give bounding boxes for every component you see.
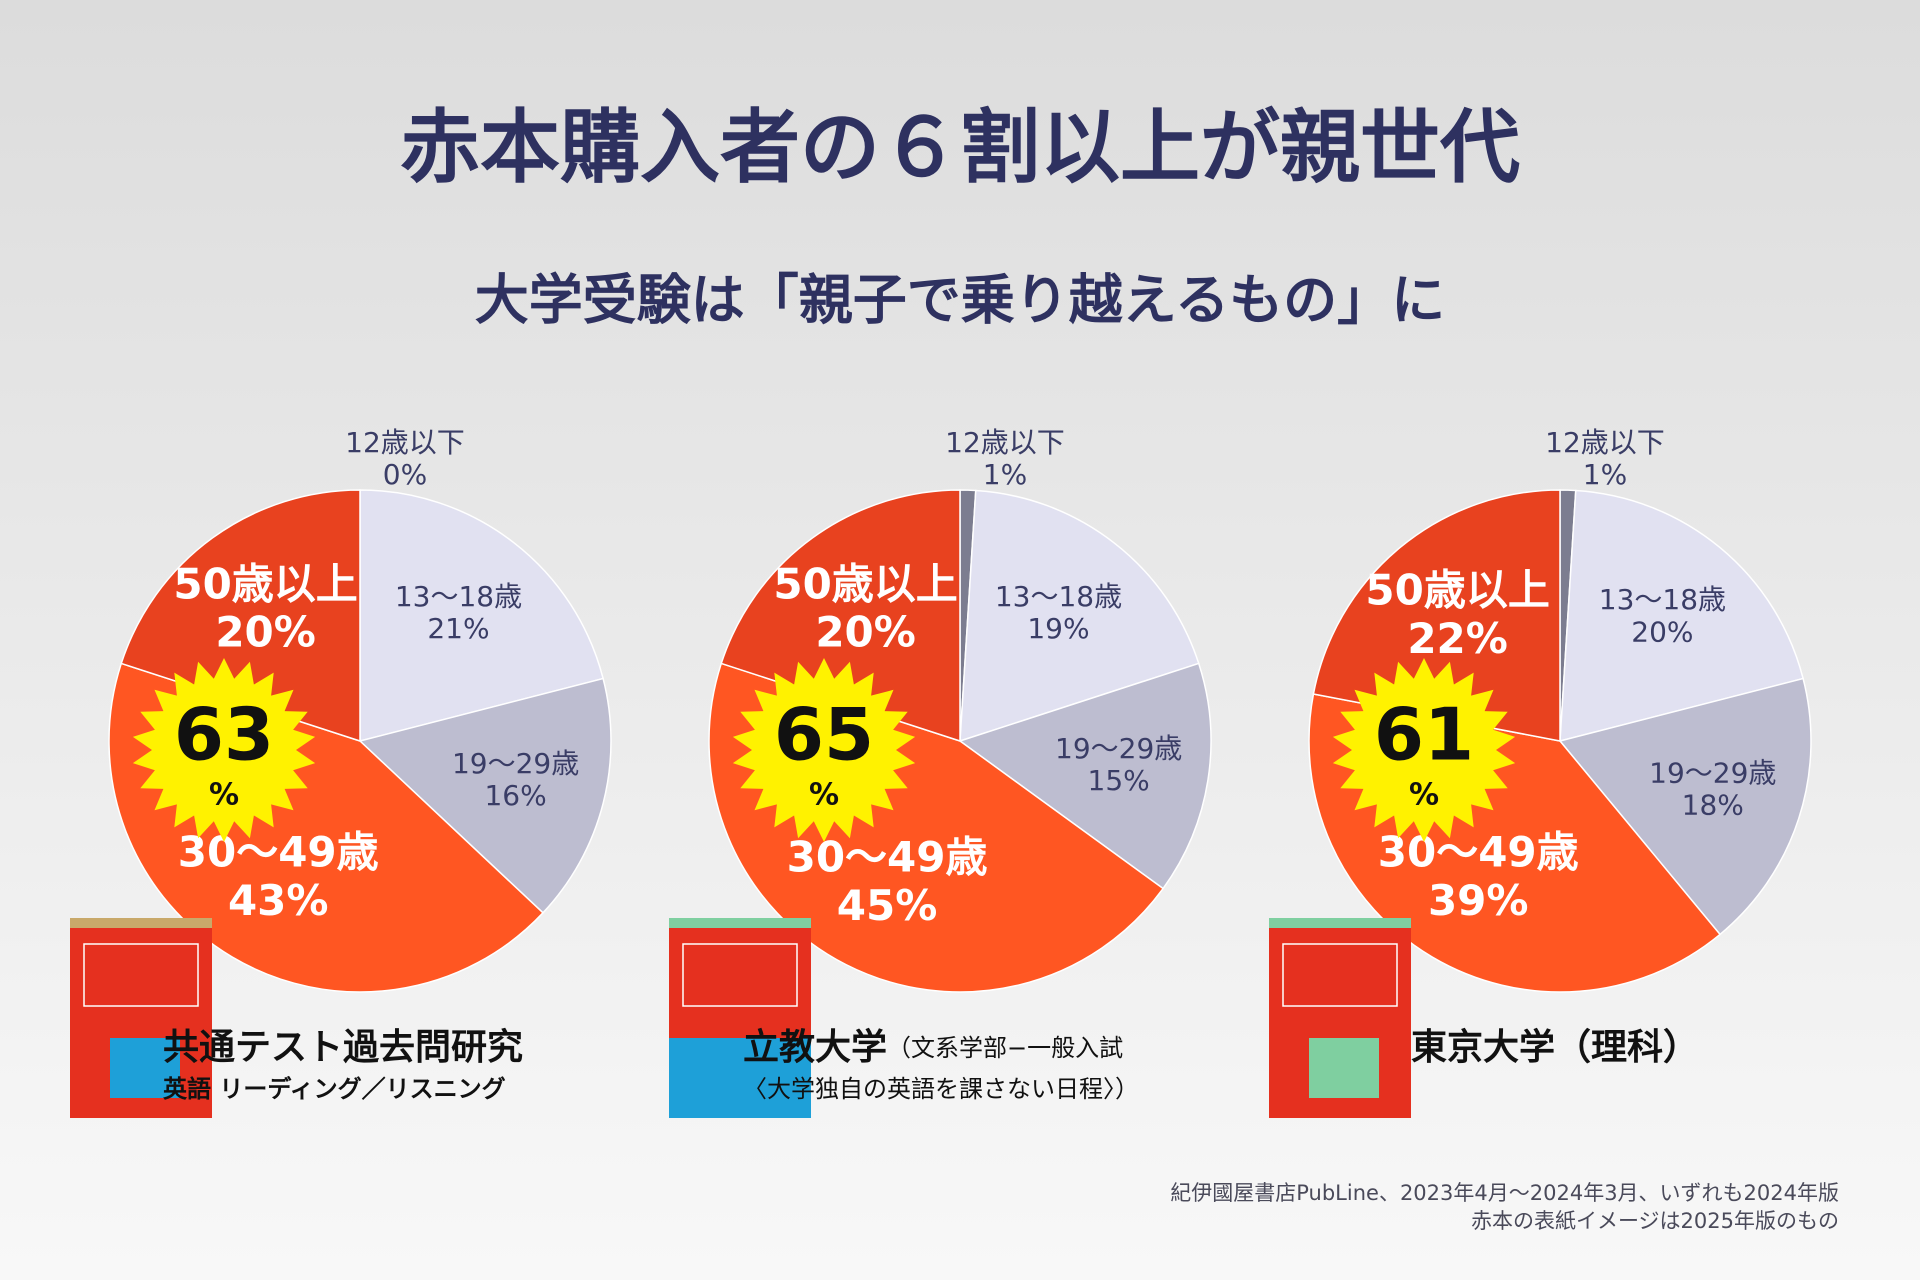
book-cover-band [669,918,811,928]
pie-slice [1559,489,1805,742]
book-caption: 東京大学（理科） [1411,1026,1699,1068]
book-cover-band [1269,918,1411,928]
slice-category-label: 13〜18歳 [1599,583,1726,616]
book-caption: 英語 リーディング／リスニング [163,1075,506,1103]
slice-category-label: 19〜29歳 [1055,732,1182,765]
starburst-badge [732,658,916,842]
pie-slice [959,489,1200,743]
slice-value-label: 1% [983,458,1027,491]
subtitle: 大学受験は「親子で乗り越えるもの」に [475,269,1445,332]
book-caption-text: 共通テスト過去問研究 [163,1027,523,1068]
book-caption: 共通テスト過去問研究 [163,1027,523,1068]
book-cover-block [1309,1038,1379,1098]
badge-value: 63 [174,693,274,777]
book-cover-panel [1282,943,1398,1007]
badge-unit: % [809,778,839,813]
slice-category-label: 50歳以上 [1365,566,1549,615]
book-caption-text: 東京大学（理科） [1411,1026,1699,1068]
pie-slice [359,489,605,742]
slice-category-label: 12歳以下 [945,426,1065,459]
book-caption-text: 英語 リーディング／リスニング [163,1075,506,1103]
slice-value-label: 45% [837,881,938,930]
slice-category-label: 19〜29歳 [452,747,579,780]
slice-category-label: 12歳以下 [1545,426,1665,459]
pie-slice [958,662,1212,890]
slice-value-label: 20% [215,608,316,657]
slice-value-label: 0% [383,458,427,491]
book-caption: 立教大学（文系学部−一般入試 [743,1026,1123,1068]
book-caption-text: （文系学部−一般入試 [887,1034,1123,1062]
pie-slice [358,677,612,914]
book-cover-panel [682,943,798,1007]
source-note: 紀伊國屋書店PubLine、2023年4月〜2024年3月、いずれも2024年版 [1170,1181,1839,1205]
slice-category-label: 19〜29歳 [1649,757,1776,790]
slice-value-label: 43% [228,876,329,925]
book-cover-band [70,918,212,928]
book-caption-text: 〈大学独自の英語を課さない日程〉） [743,1075,1139,1103]
source-note: 赤本の表紙イメージは2025年版のもの [1471,1209,1839,1233]
book-caption: 〈大学独自の英語を課さない日程〉） [743,1075,1139,1103]
book-caption-text: 立教大学 [743,1026,887,1068]
book-cover-panel [83,943,199,1007]
slice-value-label: 18% [1682,789,1744,822]
title: 赤本購入者の６割以上が親世代 [400,101,1520,194]
slice-value-label: 19% [1027,612,1089,645]
slice-category-label: 30〜49歳 [1378,828,1579,877]
slice-category-label: 13〜18歳 [395,580,522,613]
starburst-badge [1332,658,1516,842]
badge-value: 65 [774,693,874,777]
starburst-badge [132,658,316,842]
slice-category-label: 13〜18歳 [995,580,1122,613]
badge-value: 61 [1374,693,1474,777]
slice-value-label: 16% [484,779,546,812]
slice-value-label: 20% [815,608,916,657]
slice-value-label: 20% [1631,615,1693,648]
pie-slice [1558,677,1812,936]
slice-value-label: 1% [1583,458,1627,491]
slice-category-label: 30〜49歳 [178,828,379,877]
slice-category-label: 50歳以上 [773,559,957,608]
book-cover-block [110,1038,180,1098]
book-cover-block [669,1038,811,1118]
badge-unit: % [1409,778,1439,813]
slice-category-label: 50歳以上 [173,559,357,608]
slice-value-label: 15% [1088,764,1150,797]
slice-value-label: 39% [1428,876,1529,925]
slice-category-label: 30〜49歳 [787,832,988,881]
badge-unit: % [209,778,239,813]
slice-category-label: 12歳以下 [345,426,465,459]
slice-value-label: 22% [1407,614,1508,663]
slice-value-label: 21% [427,612,489,645]
